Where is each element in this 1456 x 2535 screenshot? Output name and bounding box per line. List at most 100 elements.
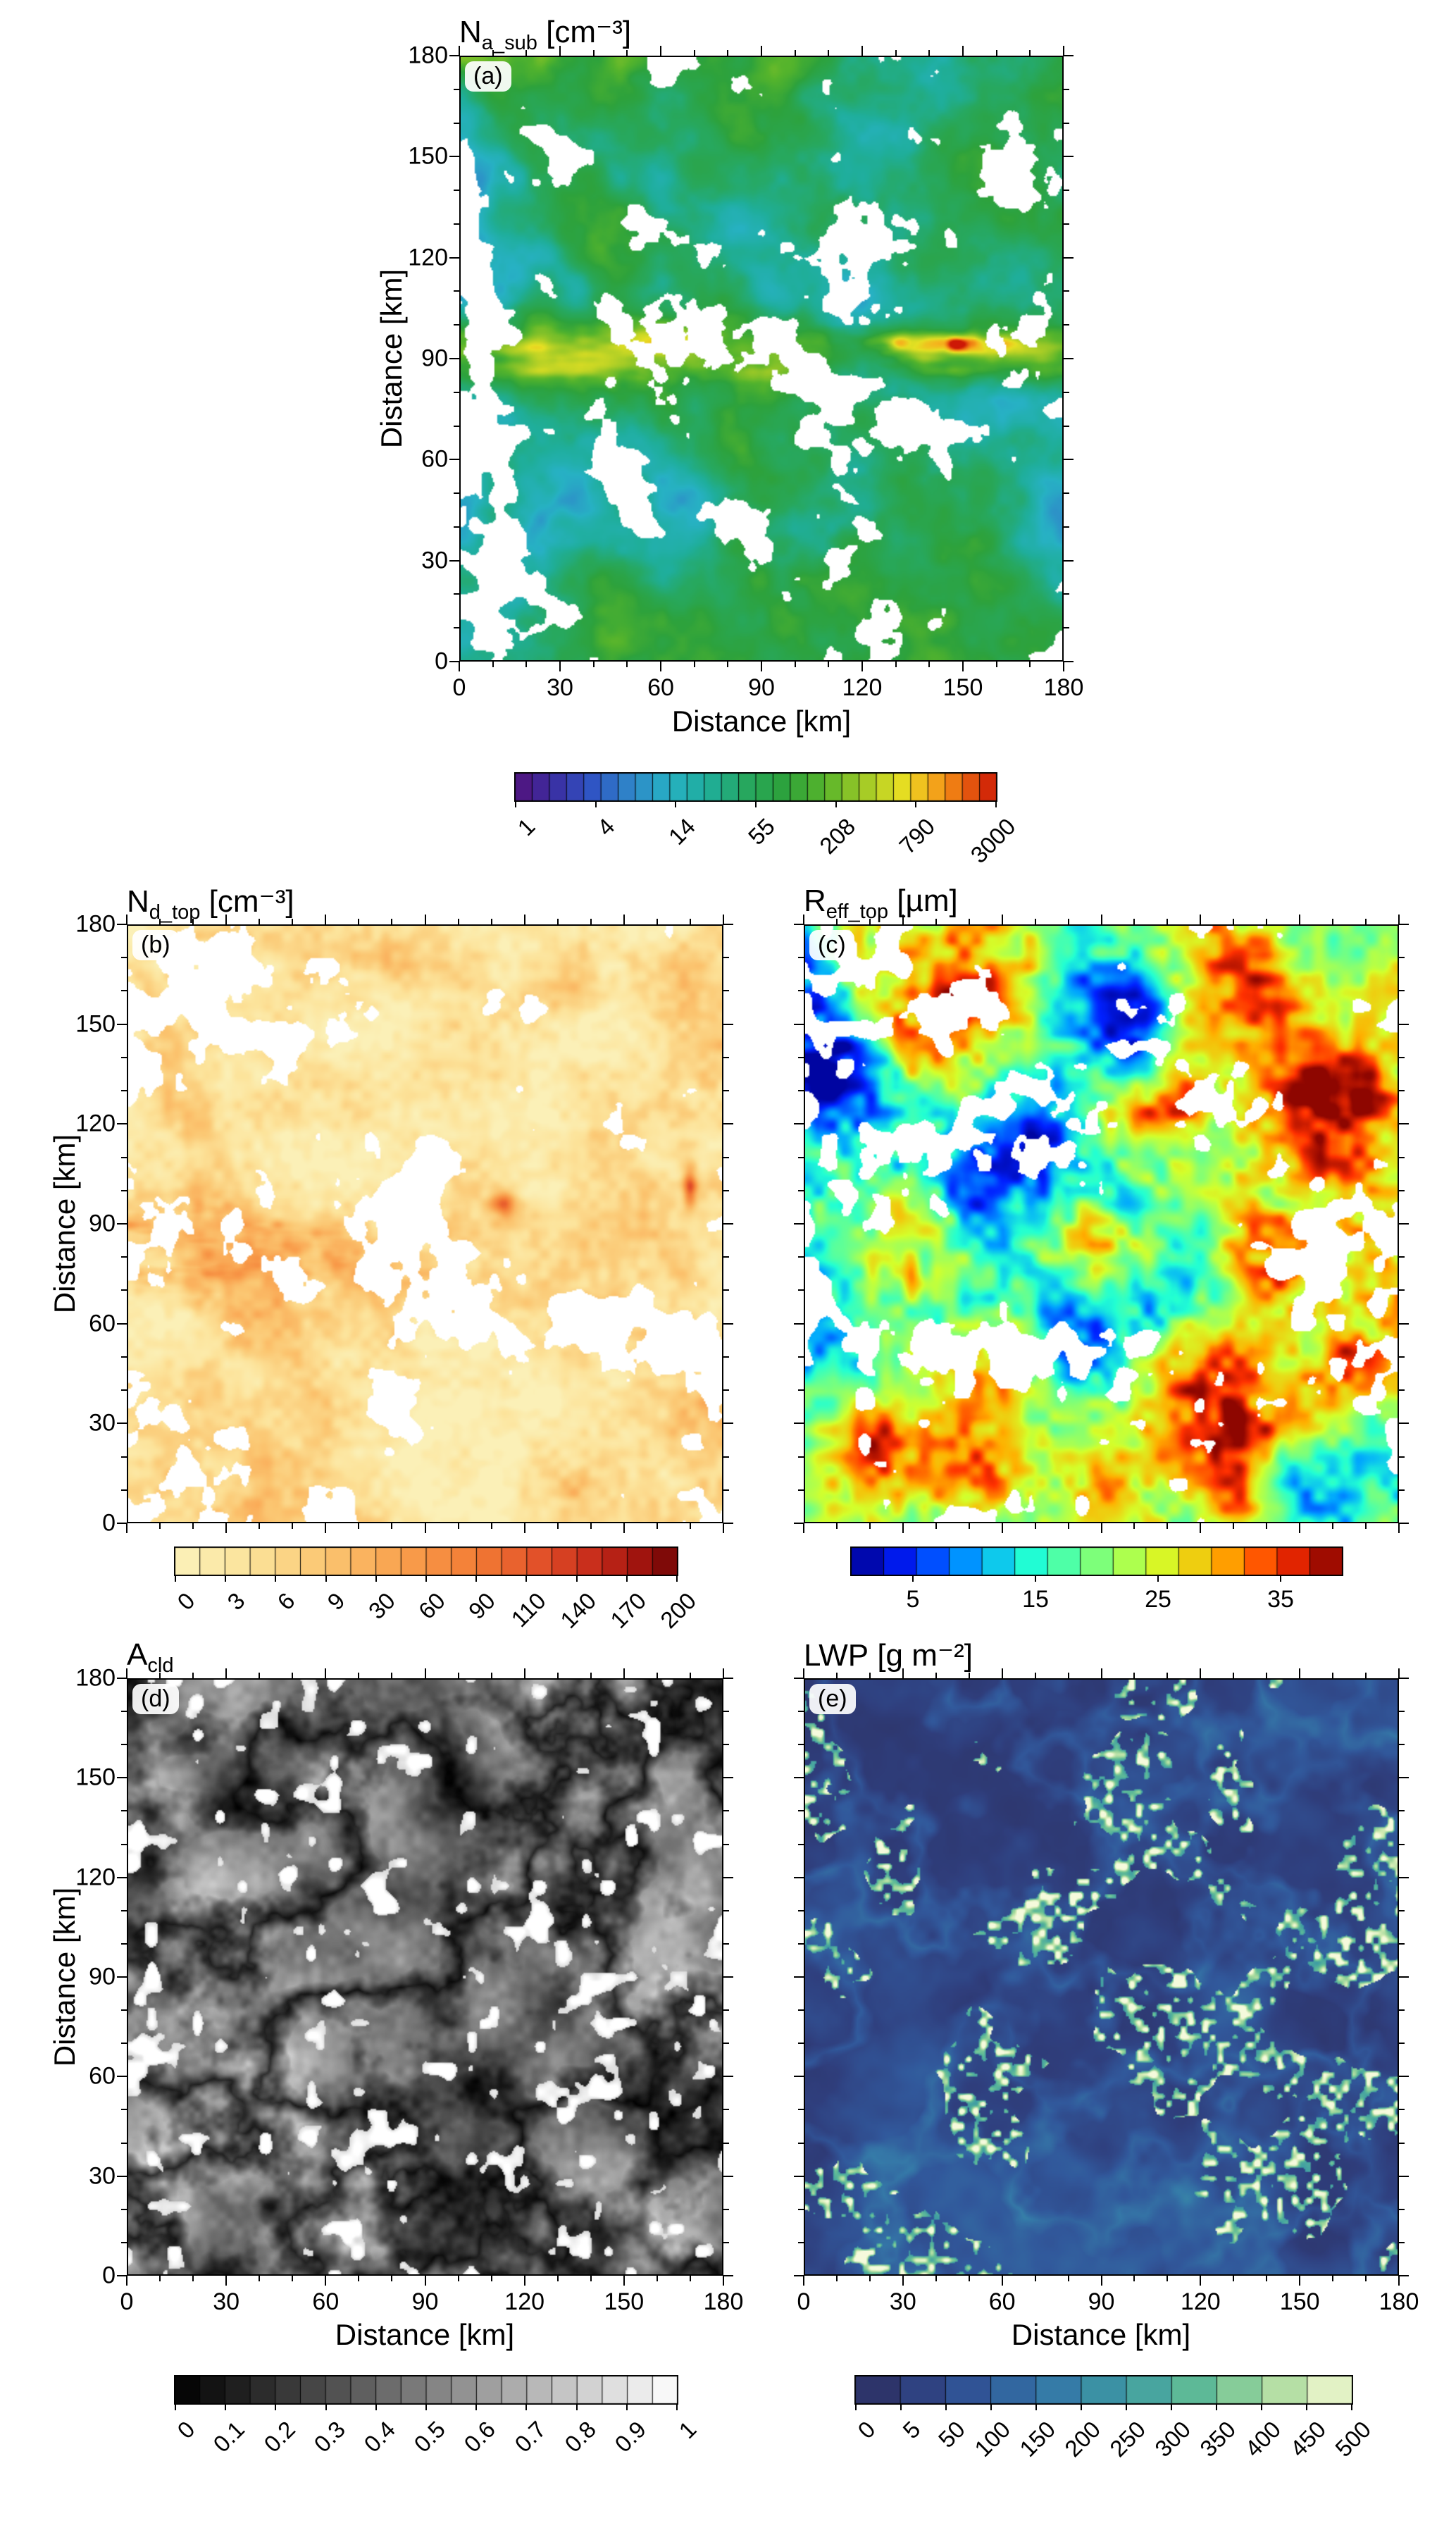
x-tick	[895, 50, 897, 56]
colorbar-tick-label: 150	[1014, 2416, 1061, 2462]
x-tick	[1233, 2276, 1235, 2281]
x-tick	[490, 1673, 492, 1678]
x-tick-label: 0	[120, 2288, 134, 2315]
x-tick	[225, 915, 228, 924]
x-tick	[457, 1523, 459, 1529]
x-tick-label: 180	[703, 2288, 744, 2315]
y-tick	[794, 1777, 804, 1779]
colorbar-tick-label: 300	[1150, 2416, 1196, 2462]
y-tick	[117, 2275, 127, 2276]
x-tick	[803, 1668, 804, 1678]
colorbar-tick-label: 170	[604, 1587, 651, 1634]
x-tick	[1266, 919, 1268, 924]
x-tick	[1034, 919, 1036, 924]
y-tick	[121, 1489, 127, 1491]
y-tick	[723, 1489, 729, 1491]
x-tick	[1200, 1668, 1202, 1678]
y-tick	[794, 1322, 804, 1325]
y-tick	[723, 1876, 733, 1878]
y-tick	[723, 1322, 733, 1325]
x-tick	[459, 662, 460, 671]
y-tick	[117, 1777, 127, 1779]
y-tick	[723, 2142, 729, 2144]
x-tick	[1200, 1523, 1202, 1533]
x-tick	[723, 915, 724, 924]
y-tick	[723, 924, 733, 925]
x-tick	[835, 1673, 838, 1678]
y-tick	[1399, 1223, 1409, 1225]
x-tick	[259, 1523, 261, 1529]
panel-b-yaxis-label: Distance [km]	[48, 1134, 81, 1314]
x-tick	[1067, 1523, 1069, 1529]
y-tick	[1399, 2076, 1409, 2078]
x-tick	[391, 1673, 393, 1678]
x-tick	[968, 919, 970, 924]
x-tick	[424, 1523, 426, 1533]
y-tick	[1064, 190, 1069, 192]
x-tick	[693, 662, 695, 667]
colorbar-tick-label: 100	[969, 2416, 1016, 2462]
colorbar-tick	[1171, 2405, 1172, 2410]
x-tick	[225, 1523, 228, 1533]
colorbar-tick	[475, 2405, 478, 2410]
colorbar-tick-label: 60	[413, 1587, 451, 1625]
panel-a-colorbar-canvas	[514, 772, 997, 802]
colorbar-tick-label: 200	[655, 1587, 702, 1634]
colorbar-tick	[900, 2405, 902, 2410]
y-tick	[794, 2175, 804, 2177]
x-tick	[869, 1673, 871, 1678]
x-tick	[259, 919, 261, 924]
x-tick	[1133, 1523, 1135, 1529]
colorbar-tick	[1035, 2405, 1037, 2410]
x-tick	[869, 1523, 871, 1529]
x-tick	[590, 1523, 592, 1529]
y-tick	[794, 924, 804, 925]
x-tick	[592, 662, 595, 667]
x-tick	[358, 1673, 360, 1678]
y-tick-label: 0	[102, 2262, 116, 2289]
y-tick	[1064, 559, 1074, 562]
colorbar-tick	[676, 1576, 678, 1582]
y-tick	[798, 1744, 804, 1746]
y-tick	[449, 55, 459, 56]
y-tick	[1064, 358, 1074, 359]
x-tick	[1200, 915, 1202, 924]
y-tick	[723, 957, 729, 959]
y-tick-label: 120	[408, 244, 448, 271]
x-tick	[895, 662, 897, 667]
x-tick	[623, 915, 625, 924]
x-tick	[861, 46, 863, 56]
x-tick	[869, 2276, 871, 2281]
y-tick	[1064, 156, 1074, 158]
colorbar-tick	[575, 1576, 578, 1582]
y-tick	[1399, 1810, 1405, 1812]
y-tick	[1399, 1678, 1409, 1679]
y-tick	[1399, 1189, 1405, 1191]
y-tick	[723, 1356, 729, 1358]
y-tick	[117, 924, 127, 925]
y-tick	[794, 1123, 804, 1125]
colorbar-tick	[475, 1576, 478, 1582]
panel-a-heatmap: (a)	[459, 56, 1064, 662]
y-tick	[121, 2142, 127, 2144]
colorbar-tick	[575, 2405, 578, 2410]
y-tick	[1399, 957, 1405, 959]
y-tick	[798, 2009, 804, 2012]
y-tick	[798, 1189, 804, 1191]
x-tick	[1100, 1668, 1102, 1678]
y-tick	[1399, 1423, 1409, 1425]
colorbar-tick	[515, 802, 516, 807]
x-tick	[761, 46, 762, 56]
x-tick	[1233, 1523, 1235, 1529]
y-tick	[1399, 1322, 1409, 1325]
x-tick	[325, 2276, 327, 2286]
x-tick	[861, 662, 863, 671]
y-tick	[121, 1942, 127, 1945]
y-tick	[723, 2043, 729, 2045]
x-tick	[794, 50, 796, 56]
colorbar-tick	[525, 1576, 528, 1582]
y-tick	[1399, 1876, 1409, 1878]
x-tick	[490, 919, 492, 924]
y-tick-label: 150	[75, 1764, 116, 1791]
colorbar-tick-label: 4	[592, 813, 620, 841]
